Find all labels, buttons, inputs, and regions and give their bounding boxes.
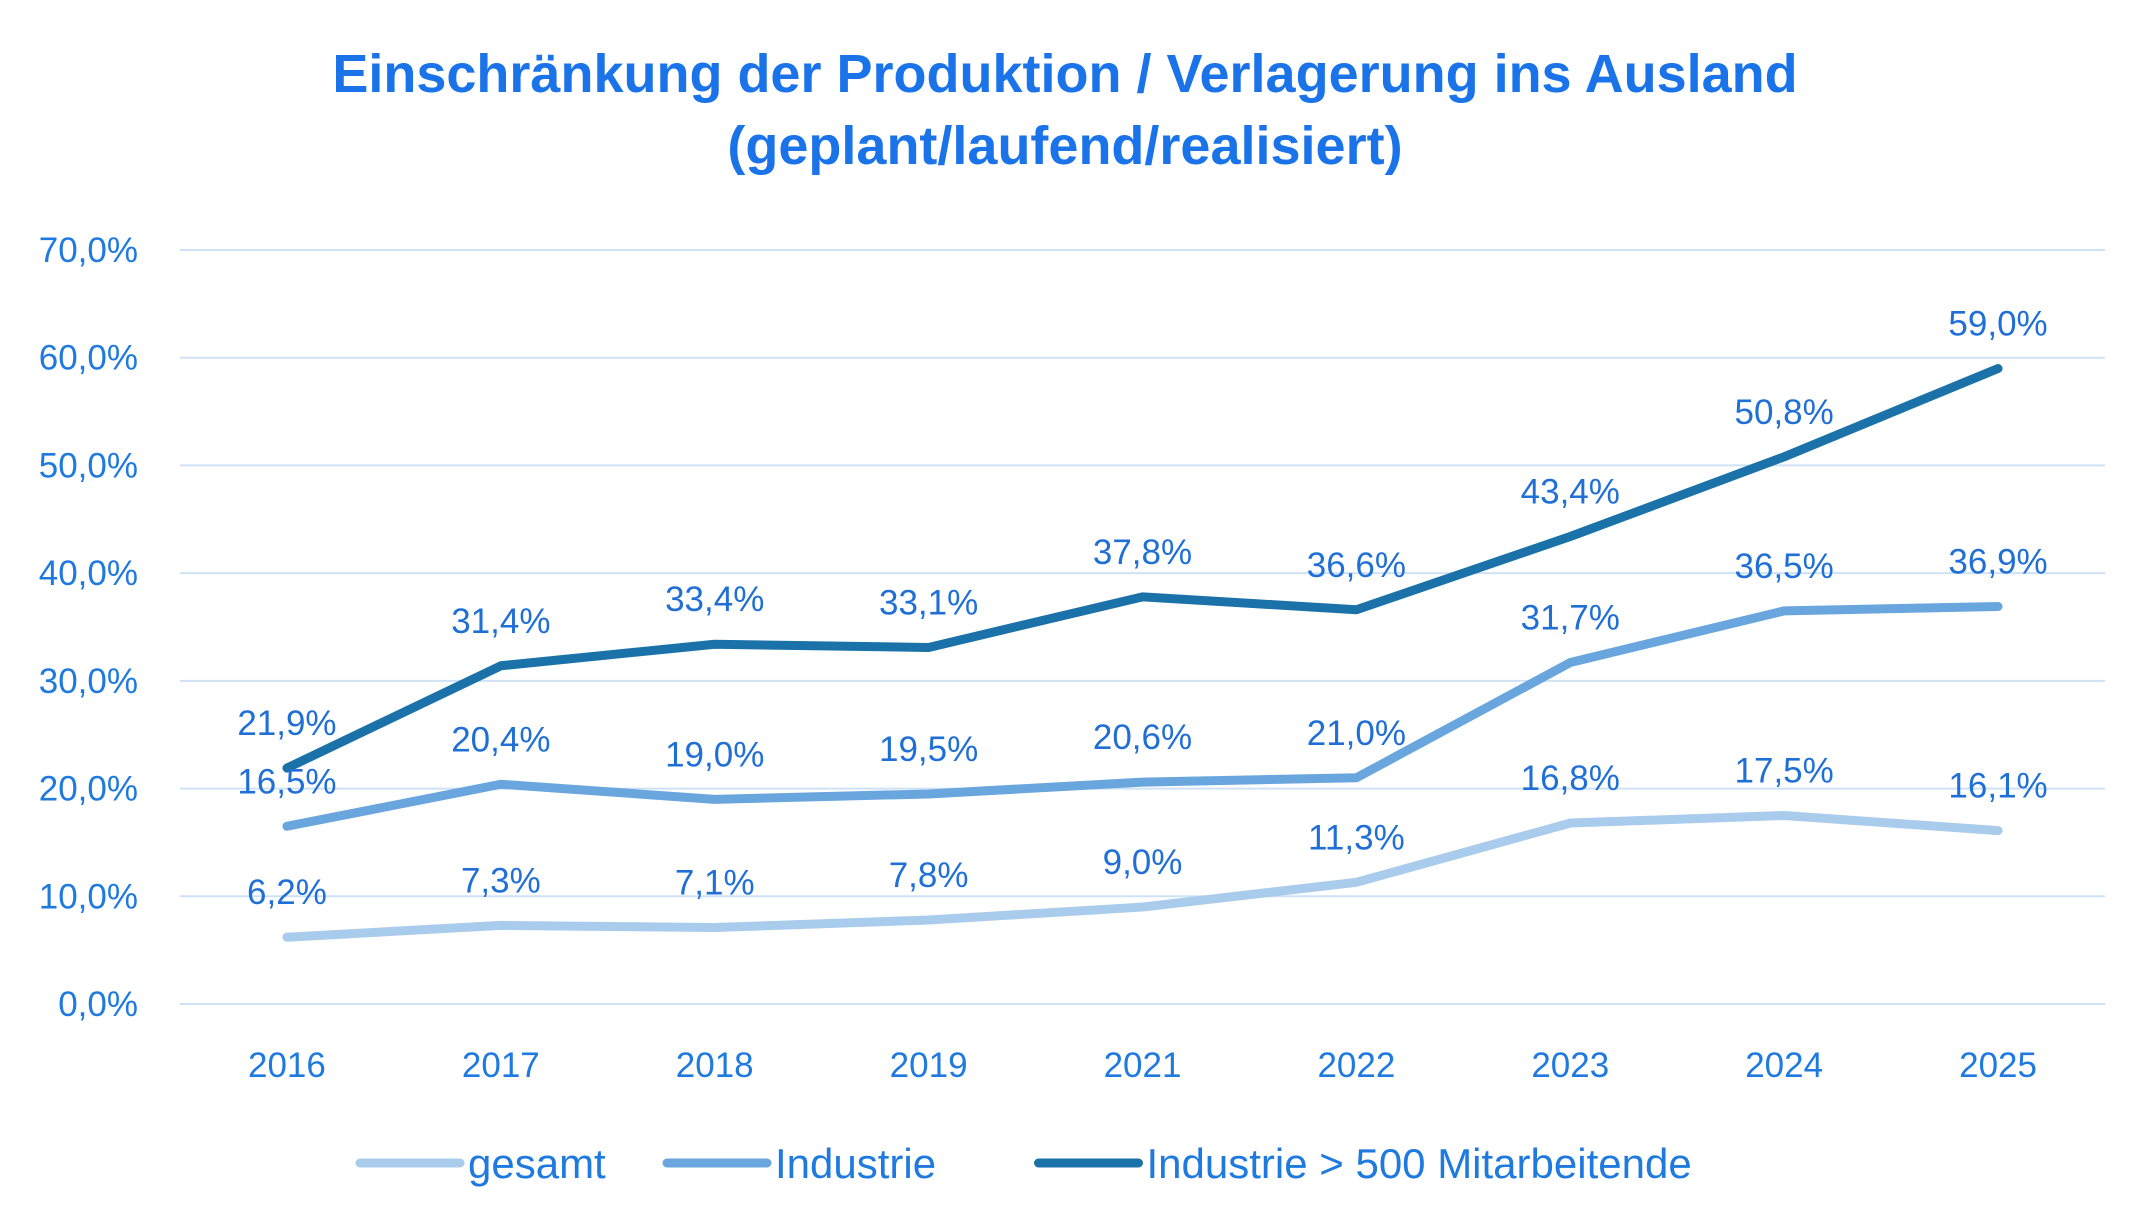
data-label: 21,0% — [1307, 714, 1406, 753]
legend-label: Industrie — [775, 1140, 936, 1187]
data-label: 36,9% — [1948, 543, 2047, 582]
y-tick-label: 70,0% — [39, 231, 138, 270]
data-label: 7,8% — [889, 856, 969, 895]
data-label: 43,4% — [1521, 473, 1620, 512]
x-tick-label: 2016 — [248, 1046, 326, 1085]
x-tick-label: 2022 — [1317, 1046, 1395, 1085]
data-label: 36,5% — [1735, 547, 1834, 586]
data-label: 7,1% — [675, 864, 755, 903]
data-label: 20,6% — [1093, 718, 1192, 757]
data-label: 19,5% — [879, 730, 978, 769]
legend: gesamt Industrie Industrie > 500 Mitarbeit… — [355, 1140, 1692, 1187]
y-axis: 0,0% 10,0% 20,0% 30,0% 40,0% 50,0% 60,0% 70,0% — [39, 231, 138, 1024]
data-label: 16,8% — [1521, 759, 1620, 798]
data-label: 36,6% — [1307, 546, 1406, 585]
data-label: 7,3% — [461, 861, 541, 900]
x-tick-label: 2019 — [890, 1046, 968, 1085]
y-tick-label: 60,0% — [39, 339, 138, 378]
data-label: 33,1% — [879, 583, 978, 622]
legend-label: gesamt — [468, 1140, 606, 1187]
data-label: 17,5% — [1735, 752, 1834, 791]
x-tick-label: 2017 — [462, 1046, 540, 1085]
x-axis: 2016 2017 2018 2019 2021 2022 2023 2024 2025 — [248, 1046, 2037, 1085]
data-label: 59,0% — [1948, 304, 2047, 343]
x-tick-label: 2024 — [1745, 1046, 1823, 1085]
x-tick-label: 2025 — [1959, 1046, 2037, 1085]
data-label: 6,2% — [247, 873, 327, 912]
data-label: 37,8% — [1093, 533, 1192, 572]
chart-title-line2: (geplant/laufend/realisiert) — [727, 116, 1403, 176]
x-tick-label: 2018 — [676, 1046, 754, 1085]
data-label: 20,4% — [451, 720, 550, 759]
chart-title: Einschränkung der Produktion / Verlageru… — [0, 38, 2130, 182]
x-tick-label: 2021 — [1104, 1046, 1182, 1085]
data-label: 9,0% — [1103, 843, 1183, 882]
y-tick-label: 50,0% — [39, 446, 138, 485]
data-label: 19,0% — [665, 735, 764, 774]
y-tick-label: 0,0% — [58, 985, 138, 1024]
data-labels: 6,2% 7,3% 7,1% 7,8% 9,0% 11,3% 16,8% 17,5% 16,1%… — [237, 304, 2047, 912]
data-label: 33,4% — [665, 580, 764, 619]
data-label: 11,3% — [1308, 818, 1405, 857]
x-tick-label: 2023 — [1531, 1046, 1609, 1085]
series-lines — [282, 363, 2003, 942]
y-tick-label: 20,0% — [39, 770, 138, 809]
y-tick-label: 10,0% — [39, 877, 138, 916]
data-label: 31,4% — [451, 602, 550, 641]
data-label: 21,9% — [237, 704, 336, 743]
chart-title-line1: Einschränkung der Produktion / Verlageru… — [332, 44, 1798, 104]
data-label: 16,1% — [1948, 767, 2047, 806]
gridlines — [180, 249, 2105, 1005]
legend-label: Industrie > 500 Mitarbeitende — [1147, 1140, 1692, 1187]
data-label: 31,7% — [1521, 599, 1620, 638]
y-tick-label: 30,0% — [39, 662, 138, 701]
data-label: 50,8% — [1735, 393, 1834, 432]
data-label: 16,5% — [237, 762, 336, 801]
y-tick-label: 40,0% — [39, 554, 138, 593]
